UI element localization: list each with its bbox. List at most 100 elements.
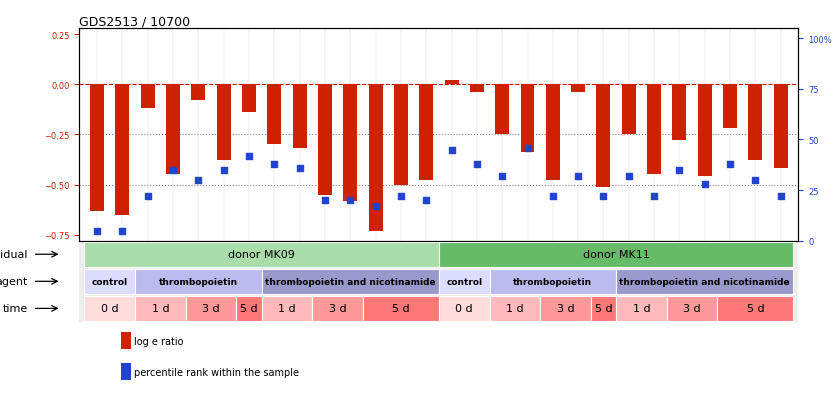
- Point: [673, 167, 686, 174]
- Text: 1 d: 1 d: [506, 304, 523, 313]
- Text: control: control: [446, 277, 482, 286]
- Point: [572, 173, 585, 180]
- Bar: [420, 85, 433, 181]
- Bar: [262, 296, 313, 321]
- Text: 0 d: 0 d: [456, 304, 473, 313]
- Text: donor MK11: donor MK11: [583, 249, 650, 260]
- Text: 5 d: 5 d: [392, 304, 410, 313]
- Bar: [363, 296, 439, 321]
- Point: [319, 197, 332, 204]
- Bar: [470, 85, 484, 93]
- Bar: [616, 296, 667, 321]
- Text: agent: agent: [0, 277, 28, 287]
- Point: [723, 161, 737, 168]
- Text: percentile rank within the sample: percentile rank within the sample: [134, 367, 298, 377]
- Bar: [540, 296, 591, 321]
- Bar: [647, 85, 661, 175]
- Bar: [166, 85, 180, 175]
- Text: 3 d: 3 d: [683, 304, 701, 313]
- Text: thrombopoietin and nicotinamide: thrombopoietin and nicotinamide: [265, 277, 436, 286]
- Text: 1 d: 1 d: [278, 304, 296, 313]
- Text: time: time: [3, 304, 28, 313]
- Bar: [490, 296, 540, 321]
- Text: GDS2513 / 10700: GDS2513 / 10700: [79, 16, 191, 29]
- Text: control: control: [92, 277, 128, 286]
- Bar: [571, 85, 585, 93]
- Bar: [313, 296, 363, 321]
- Point: [698, 181, 711, 188]
- Bar: [191, 85, 206, 101]
- Point: [242, 153, 256, 159]
- Point: [293, 165, 306, 172]
- Bar: [521, 85, 534, 153]
- Text: log e ratio: log e ratio: [134, 336, 183, 346]
- Text: 5 d: 5 d: [747, 304, 764, 313]
- Text: 3 d: 3 d: [202, 304, 220, 313]
- Text: thrombopoietin: thrombopoietin: [159, 277, 238, 286]
- Point: [268, 161, 281, 168]
- Bar: [773, 85, 788, 169]
- Bar: [490, 269, 616, 294]
- Point: [90, 228, 104, 234]
- Bar: [237, 296, 262, 321]
- Point: [166, 167, 180, 174]
- Text: thrombopoietin and nicotinamide: thrombopoietin and nicotinamide: [619, 277, 790, 286]
- Bar: [495, 85, 509, 135]
- Bar: [439, 269, 490, 294]
- Bar: [445, 81, 458, 85]
- Bar: [84, 296, 135, 321]
- Bar: [84, 242, 439, 267]
- Text: 1 d: 1 d: [633, 304, 650, 313]
- Text: 5 d: 5 d: [240, 304, 257, 313]
- Bar: [217, 85, 231, 161]
- Bar: [344, 85, 357, 201]
- Point: [647, 193, 660, 200]
- Text: 5 d: 5 d: [594, 304, 612, 313]
- Point: [369, 204, 382, 210]
- Bar: [546, 85, 560, 181]
- Bar: [115, 85, 130, 215]
- Point: [496, 173, 509, 180]
- Bar: [439, 242, 793, 267]
- Bar: [698, 85, 711, 177]
- Point: [115, 228, 129, 234]
- Point: [217, 167, 231, 174]
- Point: [141, 193, 155, 200]
- Point: [774, 193, 788, 200]
- Bar: [667, 296, 717, 321]
- Point: [191, 177, 205, 184]
- Bar: [268, 85, 281, 145]
- Bar: [135, 296, 186, 321]
- Text: 3 d: 3 d: [557, 304, 574, 313]
- Bar: [318, 85, 332, 195]
- Bar: [439, 296, 490, 321]
- Point: [597, 193, 610, 200]
- Bar: [723, 85, 737, 129]
- Point: [622, 173, 635, 180]
- Bar: [135, 269, 262, 294]
- Point: [521, 145, 534, 152]
- Bar: [242, 85, 256, 113]
- Bar: [186, 296, 237, 321]
- Text: 1 d: 1 d: [151, 304, 169, 313]
- Bar: [717, 296, 793, 321]
- Bar: [394, 85, 408, 185]
- Text: 3 d: 3 d: [329, 304, 346, 313]
- Point: [445, 147, 458, 154]
- Point: [344, 197, 357, 204]
- Bar: [262, 269, 439, 294]
- Bar: [672, 85, 686, 141]
- Text: 0 d: 0 d: [101, 304, 119, 313]
- Bar: [748, 85, 762, 161]
- Point: [546, 193, 559, 200]
- Bar: [591, 296, 616, 321]
- Bar: [622, 85, 635, 135]
- Bar: [84, 269, 135, 294]
- Point: [749, 177, 762, 184]
- Point: [420, 197, 433, 204]
- Bar: [140, 85, 155, 109]
- Bar: [293, 85, 307, 149]
- Text: thrombopoietin: thrombopoietin: [513, 277, 593, 286]
- Bar: [616, 269, 793, 294]
- Bar: [597, 85, 610, 187]
